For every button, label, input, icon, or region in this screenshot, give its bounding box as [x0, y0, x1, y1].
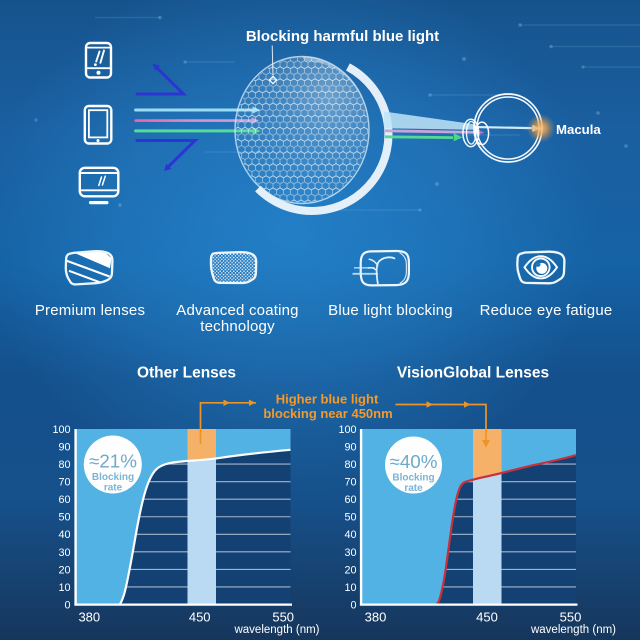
- svg-text:80: 80: [58, 459, 70, 471]
- svg-text:30: 30: [58, 547, 70, 559]
- svg-text:blocking near 450nm: blocking near 450nm: [263, 406, 392, 421]
- svg-text:100: 100: [338, 424, 356, 436]
- svg-text:450: 450: [476, 609, 498, 624]
- svg-text:technology: technology: [200, 318, 275, 335]
- svg-text:Blocking harmful blue light: Blocking harmful blue light: [246, 28, 439, 45]
- svg-text:rate: rate: [104, 483, 123, 494]
- svg-text:20: 20: [58, 564, 70, 576]
- svg-text:≈40%: ≈40%: [390, 451, 438, 472]
- svg-text:Macula: Macula: [556, 122, 601, 137]
- svg-text:100: 100: [52, 424, 70, 436]
- svg-text:wavelength (nm): wavelength (nm): [233, 624, 319, 636]
- svg-text:50: 50: [344, 512, 356, 524]
- svg-text:wavelength (nm): wavelength (nm): [530, 624, 616, 636]
- svg-text:550: 550: [272, 609, 294, 624]
- svg-text:Blocking: Blocking: [92, 472, 134, 483]
- svg-text:20: 20: [344, 564, 356, 576]
- svg-text:rate: rate: [404, 483, 423, 494]
- svg-text:60: 60: [344, 494, 356, 506]
- svg-text:450: 450: [189, 609, 211, 624]
- svg-text:70: 70: [58, 477, 70, 489]
- svg-text:60: 60: [58, 494, 70, 506]
- svg-text:380: 380: [78, 609, 100, 624]
- svg-text:40: 40: [344, 529, 356, 541]
- svg-text:550: 550: [560, 609, 582, 624]
- svg-text:10: 10: [344, 582, 356, 594]
- svg-text:Premium lenses: Premium lenses: [35, 302, 145, 319]
- svg-text:90: 90: [344, 442, 356, 454]
- svg-text:Reduce eye fatigue: Reduce eye fatigue: [480, 302, 613, 319]
- svg-text:50: 50: [58, 512, 70, 524]
- svg-text:10: 10: [58, 582, 70, 594]
- svg-text:Other Lenses: Other Lenses: [137, 365, 236, 382]
- svg-text:380: 380: [365, 609, 387, 624]
- svg-text:0: 0: [350, 599, 356, 611]
- svg-text:90: 90: [58, 442, 70, 454]
- svg-text:0: 0: [64, 599, 70, 611]
- svg-text:80: 80: [344, 459, 356, 471]
- svg-text:Blue light blocking: Blue light blocking: [328, 302, 453, 319]
- svg-text:≈21%: ≈21%: [89, 451, 137, 472]
- svg-text:Advanced coating: Advanced coating: [176, 302, 298, 319]
- svg-text:40: 40: [58, 529, 70, 541]
- svg-text:30: 30: [344, 547, 356, 559]
- svg-text:Higher blue light: Higher blue light: [276, 392, 379, 407]
- svg-text:VisionGlobal Lenses: VisionGlobal Lenses: [397, 365, 549, 382]
- svg-text:70: 70: [344, 477, 356, 489]
- svg-text:Blocking: Blocking: [392, 473, 434, 484]
